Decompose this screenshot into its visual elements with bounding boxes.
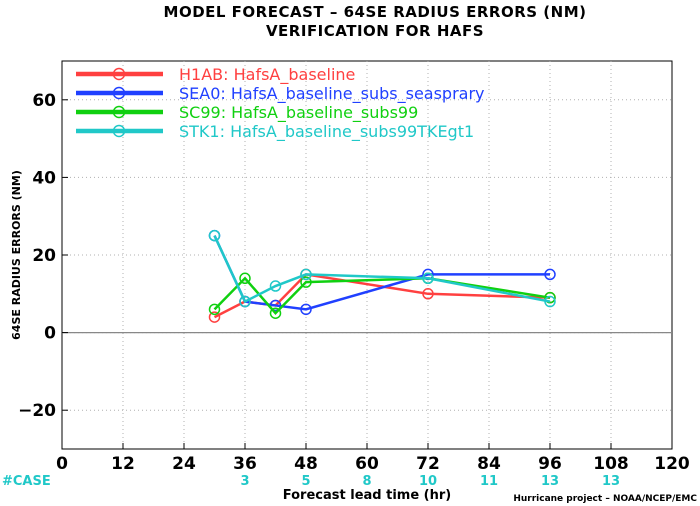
series-3 (208, 229, 556, 308)
data-point (300, 268, 312, 281)
x-tick-label: 108 (593, 454, 629, 474)
legend-item-1: SEA0: HafsA_baseline_subs_seasprary (76, 84, 485, 104)
y-axis-label: 64SE RADIUS ERRORS (NM) (10, 170, 23, 340)
case-count: 13 (541, 474, 559, 489)
data-point (422, 272, 434, 285)
x-tick-label: 0 (56, 454, 68, 474)
data-point (300, 303, 312, 316)
legend-label: H1AB: HafsA_baseline (179, 65, 355, 85)
plot-area (61, 60, 673, 450)
data-point (239, 295, 251, 308)
case-count: 8 (362, 474, 371, 489)
data-point (208, 311, 221, 323)
data-point (300, 276, 312, 288)
legend-item-2: SC99: HafsA_baseline_subs99 (76, 103, 418, 123)
legend-label: STK1: HafsA_baseline_subs99TKEgt1 (179, 122, 474, 142)
case-row-label: #CASE (2, 474, 51, 489)
y-tick-label: 0 (44, 324, 56, 344)
x-tick-label: 72 (416, 454, 440, 474)
x-tick-label: 12 (111, 454, 135, 474)
data-point (208, 229, 221, 242)
x-axis-label: Forecast lead time (hr) (283, 488, 451, 503)
data-point (544, 295, 556, 308)
series-layer (208, 229, 556, 323)
series-line (213, 235, 551, 304)
x-tick-label: 120 (654, 454, 690, 474)
data-point (208, 303, 221, 316)
x-tick-label: 36 (233, 454, 257, 474)
chart-subtitle: VERIFICATION FOR HAFS (266, 22, 484, 40)
case-counts: 3 5 8 10 11 13 13 (240, 474, 620, 489)
legend-marker (112, 86, 126, 100)
legend-marker (112, 105, 126, 119)
y-tick-label: 20 (32, 246, 56, 266)
x-tick-label: 24 (172, 454, 196, 474)
chart-title: MODEL FORECAST – 64SE RADIUS ERRORS (NM) (164, 3, 587, 21)
legend-item-3: STK1: HafsA_baseline_subs99TKEgt1 (76, 122, 474, 142)
data-point (544, 268, 556, 281)
data-point (544, 291, 556, 304)
data-point (269, 299, 282, 312)
legend-label: SEA0: HafsA_baseline_subs_seasprary (179, 84, 485, 104)
legend-label: SC99: HafsA_baseline_subs99 (179, 103, 418, 123)
x-tick-label: 60 (355, 454, 379, 474)
case-count: 3 (240, 474, 249, 489)
legend-item-0: H1AB: HafsA_baseline (76, 65, 355, 85)
data-point (269, 307, 282, 319)
legend-marker (112, 124, 126, 138)
legend-marker (112, 67, 126, 81)
y-tick-label: −20 (18, 401, 56, 421)
data-point (239, 272, 251, 285)
credit-text: Hurricane project – NOAA/NCEP/EMC (513, 494, 697, 504)
data-point (269, 280, 282, 292)
case-count: 13 (602, 474, 620, 489)
x-tick-label: 84 (477, 454, 501, 474)
case-count: 10 (419, 474, 437, 489)
x-tick-label: 48 (294, 454, 318, 474)
series-1 (208, 229, 556, 316)
y-tick-label: 40 (32, 168, 56, 188)
case-count: 5 (301, 474, 310, 489)
x-tick-label: 96 (538, 454, 562, 474)
case-count: 11 (480, 474, 498, 489)
y-tick-label: 60 (32, 91, 56, 111)
x-axis-ticks: 0 12 24 36 48 60 72 84 96 108 120 (56, 443, 690, 474)
series-line (213, 235, 550, 311)
y-axis-ticks: −20 0 20 40 60 (18, 91, 68, 421)
data-point (422, 288, 434, 300)
